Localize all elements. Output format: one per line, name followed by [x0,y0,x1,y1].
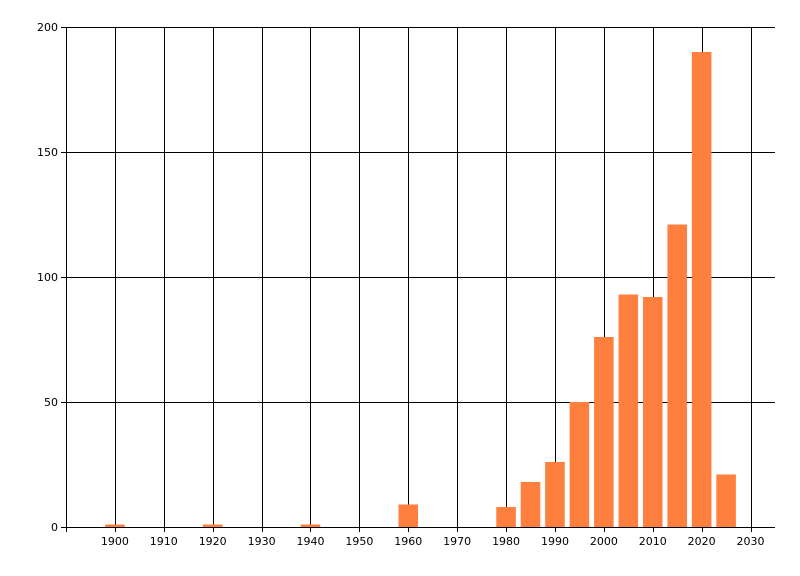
bar-1920 [202,524,223,527]
bar-1940 [300,524,321,527]
axes [61,27,775,532]
y-tick-label-0: 0 [51,521,58,534]
bar-1990 [545,462,565,527]
bar-1985 [520,482,541,527]
y-tick-label-50: 50 [44,396,58,409]
x-tick-label-1910: 1910 [150,535,178,548]
bar-2015 [667,224,687,527]
x-tick-label-1930: 1930 [248,535,276,548]
x-tick-label-1940: 1940 [296,535,324,548]
bar-2020 [691,52,712,527]
bars [105,52,736,527]
bar-2025 [716,474,736,527]
x-tick-label-1990: 1990 [541,535,569,548]
x-tick-label-2020: 2020 [688,535,716,548]
x-tick-label-1960: 1960 [394,535,422,548]
x-tick-label-1970: 1970 [443,535,471,548]
y-tick-label-150: 150 [37,146,58,159]
y-tick-label-200: 200 [37,21,58,34]
x-tick-label-1900: 1900 [101,535,129,548]
x-tick-label-2000: 2000 [590,535,618,548]
bar-1900 [105,524,125,527]
x-tick-label-1950: 1950 [345,535,373,548]
bar-2000 [594,337,614,527]
bar-1995 [569,402,590,527]
bar-2005 [618,294,639,527]
y-tick-labels: 0 50 100 150 200 [37,21,58,534]
x-tick-label-2030: 2030 [737,535,765,548]
bar-1960 [398,504,419,527]
y-tick-label-100: 100 [37,271,58,284]
x-tick-label-1980: 1980 [492,535,520,548]
bar-1980 [496,507,516,527]
x-tick-labels: 1900 1910 1920 1930 1940 1950 1960 1970 1980 1990… [101,535,765,548]
bar-2010 [642,297,663,527]
x-tick-label-2010: 2010 [639,535,667,548]
x-tick-label-1920: 1920 [199,535,227,548]
